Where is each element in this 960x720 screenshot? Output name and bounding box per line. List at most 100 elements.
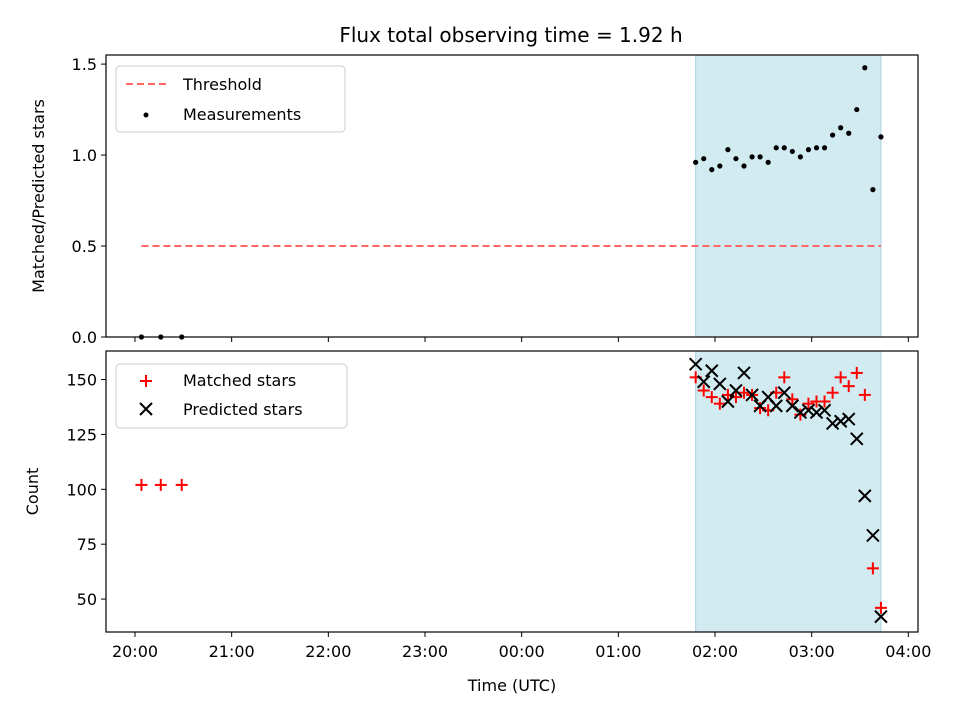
y-tick-label: 50 (77, 590, 97, 609)
matched-star-point (866, 562, 879, 575)
predicted-star-point (777, 386, 791, 400)
matched-star-point (842, 380, 855, 393)
predicted-star-point (842, 412, 856, 426)
matched-star-point (834, 371, 847, 384)
measurement-point (693, 159, 699, 165)
predicted-star-point (729, 383, 743, 398)
legend-measurements-swatch (143, 112, 149, 118)
matched-star-point (874, 601, 887, 614)
bottom-y-axis-label: Count (23, 468, 42, 516)
measurement-point (797, 154, 803, 160)
measurement-point (701, 156, 707, 162)
y-tick-label: 150 (66, 371, 97, 390)
y-tick-label: 75 (77, 535, 97, 554)
measurement-point (838, 125, 844, 131)
predicted-star-point (833, 414, 848, 428)
predicted-star-point (769, 399, 783, 413)
bottom-shaded-region (695, 350, 882, 633)
measurement-point (862, 65, 868, 71)
y-tick-label: 100 (66, 480, 97, 499)
measurement-point (870, 187, 876, 193)
predicted-star-point (697, 375, 711, 389)
matched-star-point (154, 478, 167, 491)
matched-star-point (697, 384, 710, 397)
matched-star-point (818, 395, 831, 408)
top-axes-frame (105, 54, 919, 338)
matched-star-point (135, 478, 148, 491)
top-panel: 0.0 0.5 1.0 1.5 Matched/Predicted stars Thr… (29, 54, 919, 347)
predicted-star-point (809, 405, 824, 420)
legend-matched-label: Matched stars (183, 371, 296, 390)
predicted-star-point (688, 357, 703, 371)
bottom-legend: Matched stars Predicted stars (115, 363, 348, 429)
matched-star-point (786, 393, 799, 406)
predicted-star-point (866, 528, 880, 543)
measurement-point (854, 106, 860, 113)
measurement-point (733, 156, 739, 162)
measurement-point (830, 132, 836, 138)
predicted-star-point (801, 403, 816, 417)
x-tick-label: 03:00 (789, 642, 835, 661)
x-axis-label: Time (UTC) (467, 676, 556, 695)
legend-matched-swatch (140, 375, 152, 387)
bottom-panel: 20:00 21:00 22:00 23:00 00:00 01:00 02:00 03:00… (23, 350, 931, 695)
predicted-star-point (793, 405, 808, 420)
matched-star-point (858, 388, 871, 401)
predicted-star-point (850, 432, 864, 446)
top-x-ticks (134, 337, 909, 342)
bottom-x-ticks: 20:00 21:00 22:00 23:00 00:00 01:00 02:00 03:00… (112, 632, 931, 661)
predicted-star-point (874, 609, 888, 624)
predicted-star-point (737, 366, 751, 380)
matched-star-point (705, 391, 718, 404)
matched-star-point (850, 366, 863, 379)
legend-predicted-label: Predicted stars (183, 400, 303, 419)
matched-star-point (802, 397, 815, 410)
predicted-star-point (825, 416, 840, 431)
matched-star-point (754, 402, 767, 415)
legend-measurements-label: Measurements (183, 105, 301, 124)
y-tick-label: 1.5 (72, 55, 97, 74)
bottom-series (135, 357, 888, 624)
x-tick-label: 23:00 (402, 642, 448, 661)
predicted-star-point (858, 489, 872, 503)
matched-star-point (175, 478, 188, 491)
legend-threshold-label: Threshold (182, 75, 262, 94)
predicted-star-point (817, 403, 832, 417)
measurement-point (813, 145, 820, 151)
predicted-star-point (721, 394, 735, 409)
x-tick-label: 04:00 (885, 642, 931, 661)
x-tick-label: 22:00 (305, 642, 351, 661)
measurement-point (709, 167, 715, 173)
measurement-point (781, 145, 787, 151)
predicted-star-point (745, 388, 759, 402)
top-y-ticks: 0.0 0.5 1.0 1.5 (72, 55, 106, 347)
measurement-point (725, 147, 731, 153)
x-tick-label: 20:00 (112, 642, 158, 661)
y-tick-label: 0.0 (72, 328, 97, 347)
measurement-point (765, 159, 771, 165)
bottom-legend-box (115, 363, 348, 429)
measurement-point (805, 147, 812, 153)
y-tick-label: 0.5 (72, 237, 97, 256)
x-tick-label: 01:00 (595, 642, 641, 661)
measurement-point (878, 134, 884, 140)
y-tick-label: 125 (66, 425, 97, 444)
x-tick-label: 02:00 (692, 642, 738, 661)
top-y-axis-label: Matched/Predicted stars (29, 99, 48, 293)
measurement-point (717, 163, 723, 169)
bottom-axes-frame (105, 350, 919, 633)
y-tick-label: 1.0 (72, 146, 97, 165)
measurement-point (789, 148, 795, 155)
predicted-star-point (705, 364, 719, 378)
x-tick-label: 21:00 (209, 642, 255, 661)
measurement-point (757, 154, 763, 160)
top-legend-box (115, 65, 346, 133)
legend-predicted-swatch (139, 402, 153, 416)
x-tick-label: 00:00 (499, 642, 545, 661)
predicted-star-point (713, 377, 727, 391)
measurement-point (773, 145, 779, 151)
top-series (138, 65, 884, 340)
measurement-point (821, 145, 828, 151)
top-shaded-region (695, 54, 882, 338)
